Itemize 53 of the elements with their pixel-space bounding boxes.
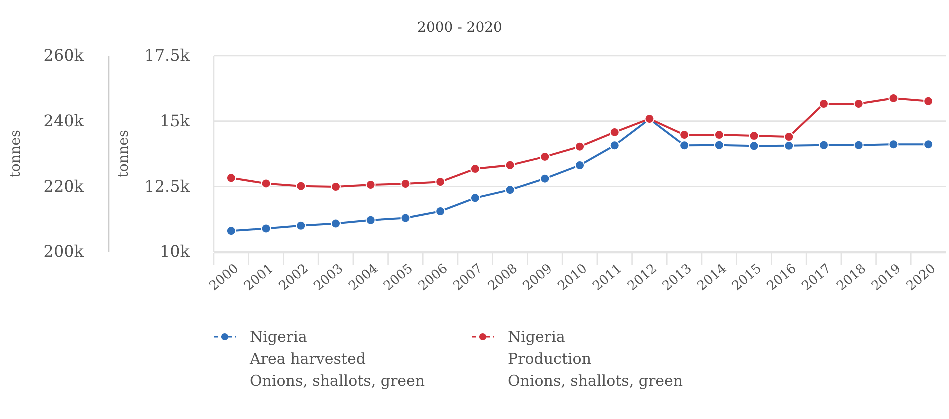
point <box>784 132 794 142</box>
point <box>575 160 585 170</box>
point <box>854 99 864 110</box>
point <box>366 215 376 226</box>
y-tick-label: 12.5k <box>144 176 190 196</box>
point <box>261 224 272 234</box>
point <box>470 164 480 174</box>
y-tick-label: 15k <box>160 111 190 130</box>
point <box>226 226 236 236</box>
y3-tick-label: 200k <box>44 242 84 262</box>
point <box>505 185 516 196</box>
point <box>888 93 899 104</box>
point <box>854 140 864 150</box>
point <box>784 140 794 151</box>
legend-label: Nigeria Area harvested Onions, shallots, green <box>249 328 426 390</box>
point <box>436 206 446 216</box>
y-tick-label: 17.5k <box>144 46 190 66</box>
point <box>226 173 236 184</box>
y-axis-title: tonnes <box>116 130 132 178</box>
point <box>749 141 760 152</box>
point <box>924 140 934 150</box>
y3-tick-label: 220k <box>44 176 84 196</box>
point <box>261 178 272 189</box>
chart-title: 2000 - 2020 <box>418 20 502 36</box>
point <box>400 179 411 190</box>
y-tick-label: 10k <box>160 242 190 262</box>
point <box>819 140 829 150</box>
point <box>400 213 411 224</box>
point <box>436 177 446 188</box>
point <box>366 180 376 190</box>
point <box>749 131 760 142</box>
point <box>610 127 620 138</box>
point <box>540 174 550 184</box>
point <box>575 142 585 152</box>
point <box>470 193 480 204</box>
point <box>714 130 724 140</box>
point <box>540 152 550 162</box>
point <box>610 140 620 151</box>
point <box>505 160 516 170</box>
point <box>296 220 306 231</box>
point <box>888 140 899 150</box>
point <box>331 182 341 192</box>
point <box>819 99 829 110</box>
point <box>296 181 306 192</box>
point <box>924 96 934 106</box>
y3-tick-label: 240k <box>44 111 84 130</box>
point <box>680 140 690 151</box>
y3-axis-title: tonnes <box>8 130 24 178</box>
point <box>331 218 341 229</box>
point <box>714 140 724 150</box>
point <box>680 130 690 140</box>
legend-label: Nigeria Production Onions, shallots, green <box>508 328 684 390</box>
y3-tick-label: 260k <box>44 46 84 66</box>
